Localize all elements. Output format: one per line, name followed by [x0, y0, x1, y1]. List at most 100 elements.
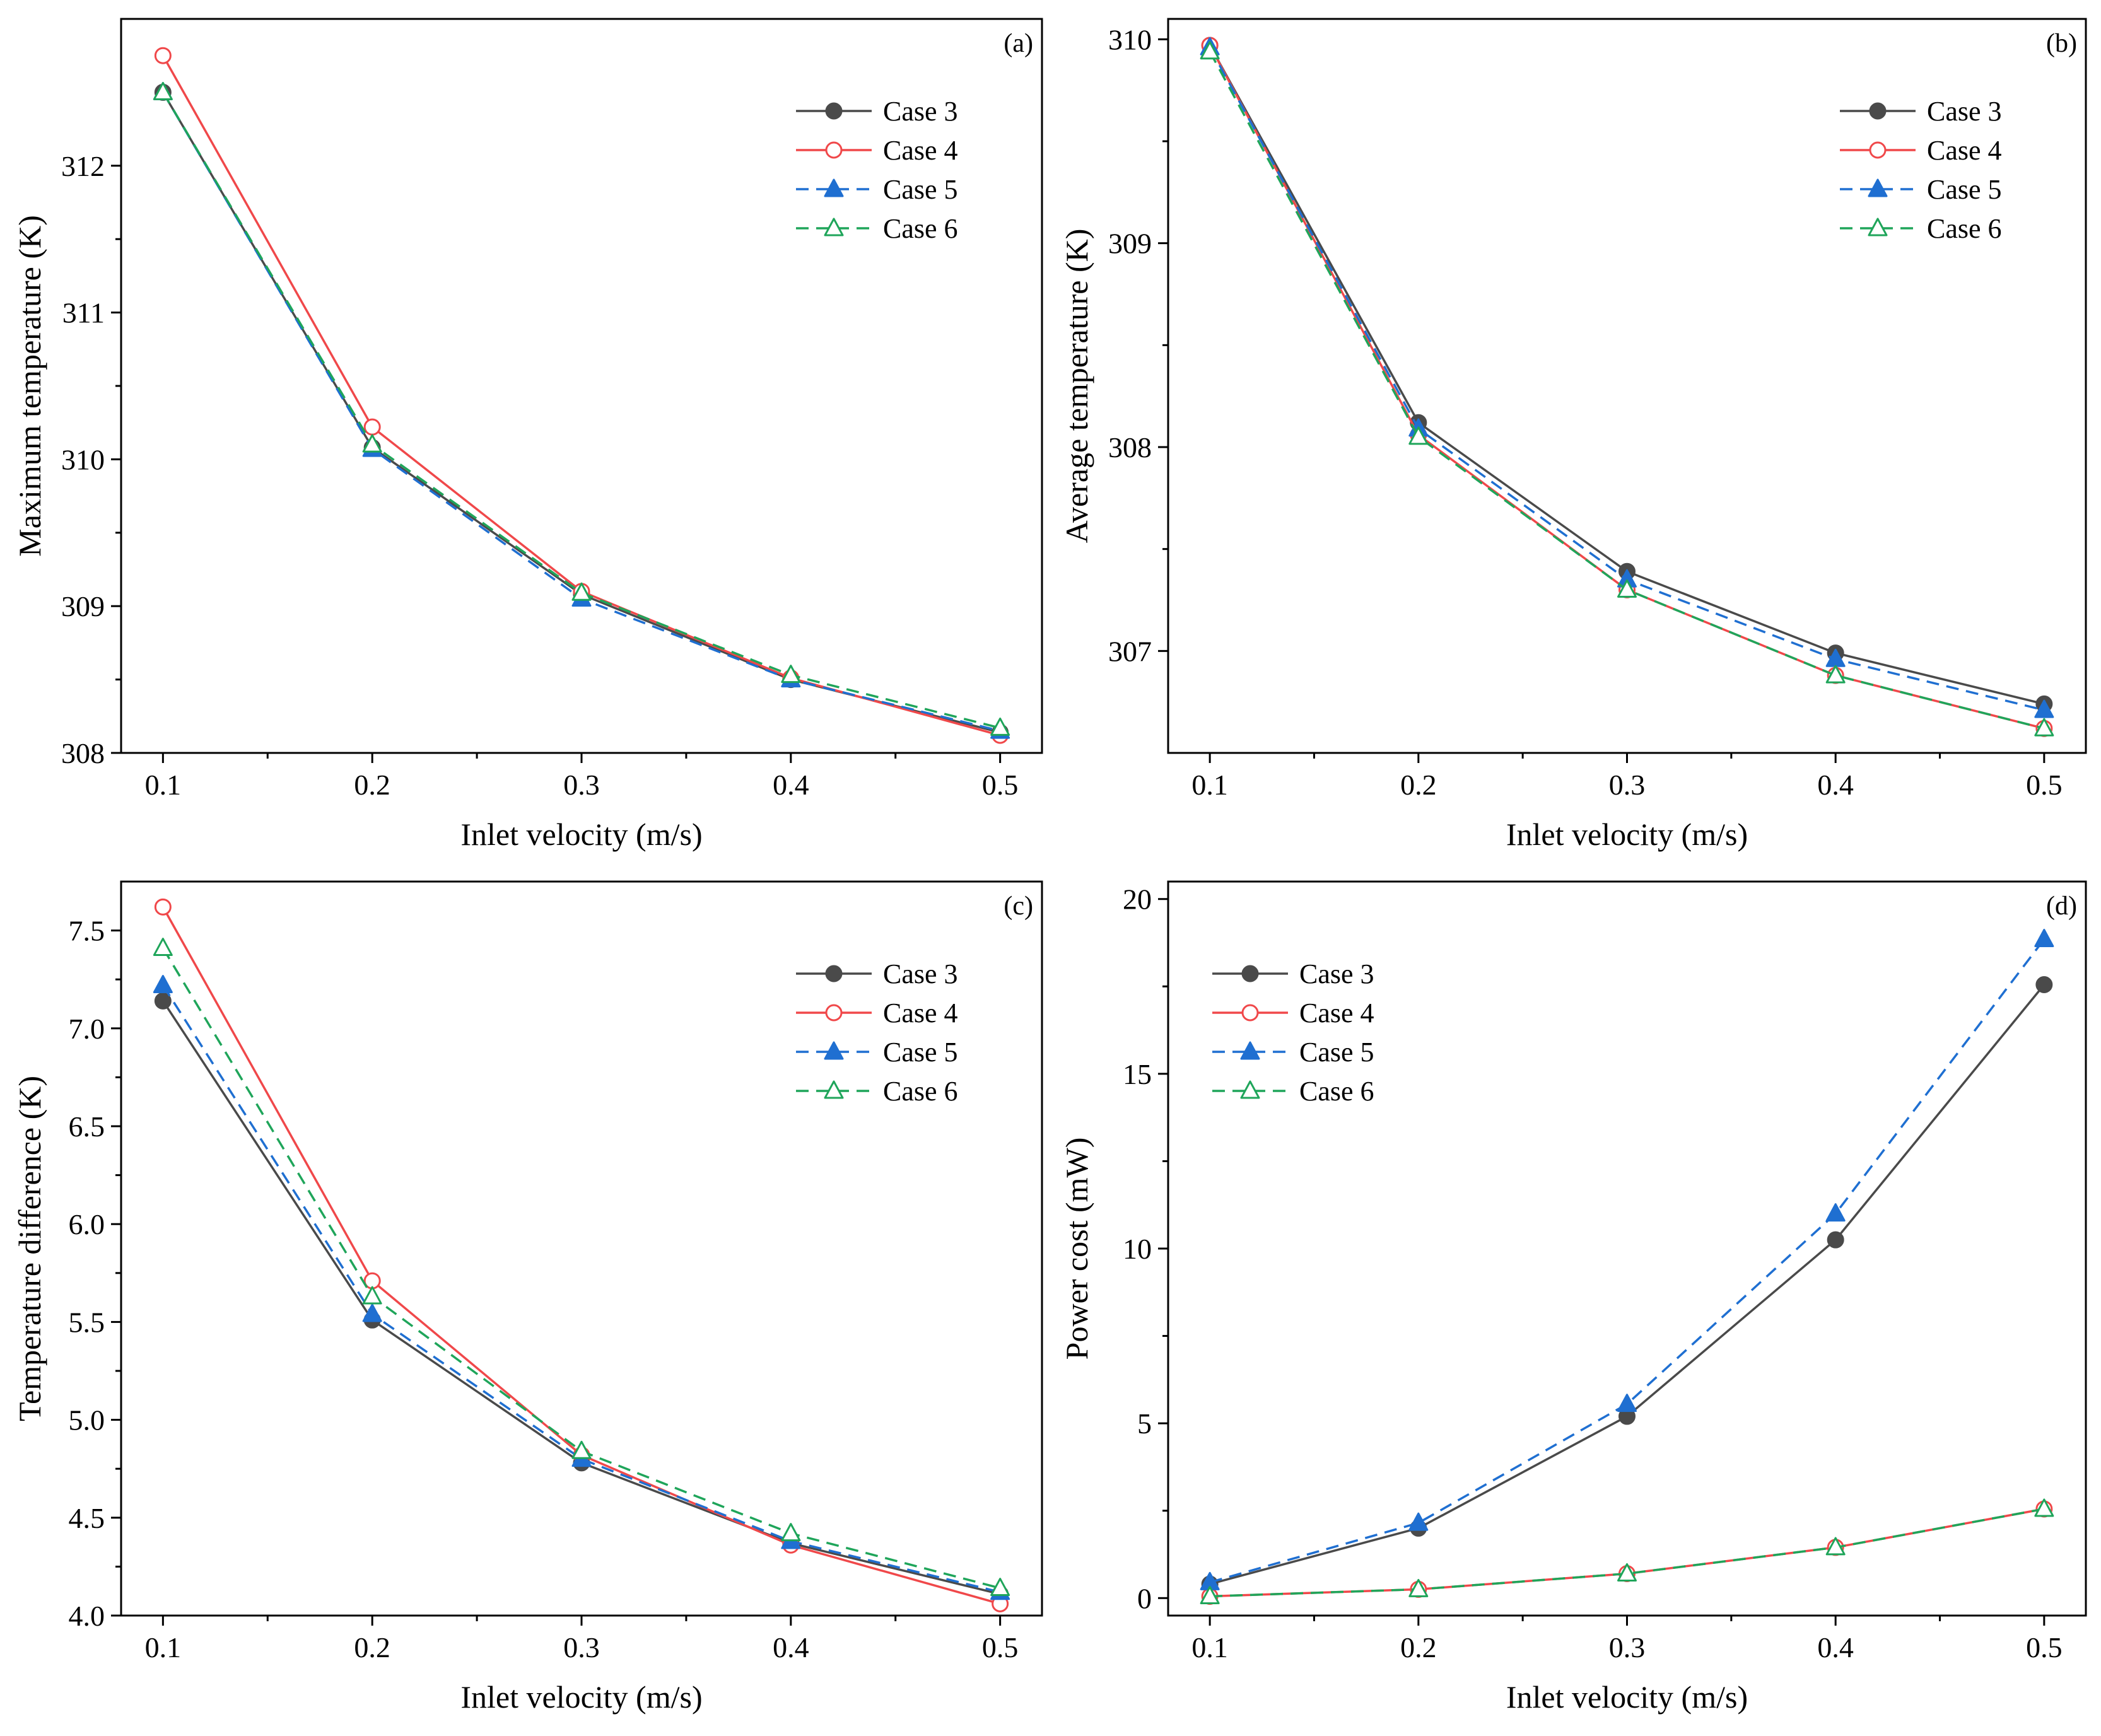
y-tick-label: 309	[61, 590, 105, 622]
data-point-case-5	[2034, 699, 2054, 718]
series-line-case-6	[161, 91, 1001, 730]
x-tick-label: 0.3	[1609, 1631, 1646, 1663]
series-line-case-3	[1209, 45, 2045, 706]
y-tick-label: 0	[1137, 1582, 1152, 1614]
y-tick-label: 15	[1123, 1058, 1152, 1090]
y-axis-title: Temperature difference (K)	[12, 1076, 47, 1421]
data-point-case-6	[362, 434, 382, 453]
panel-label: (b)	[2046, 29, 2077, 58]
y-tick-label: 4.5	[69, 1502, 105, 1534]
series-line-case-6	[1209, 50, 2045, 730]
y-tick-label: 6.5	[69, 1110, 105, 1143]
x-axis-title: Inlet velocity (m/s)	[1506, 817, 1748, 852]
legend-marker	[825, 141, 843, 159]
legend-marker	[1240, 1080, 1260, 1099]
data-point-case-3	[1827, 1231, 1844, 1249]
legend-label: Case 5	[883, 174, 958, 205]
y-tick-label: 311	[62, 297, 105, 329]
data-point-case-6	[153, 938, 173, 957]
x-tick-label: 0.1	[145, 1631, 182, 1663]
y-tick-label: 312	[61, 150, 105, 182]
legend-label: Case 3	[1927, 96, 2002, 127]
series-line-case-5	[1209, 47, 2045, 711]
x-tick-label: 0.5	[982, 1631, 1019, 1663]
y-tick-label: 309	[1108, 228, 1152, 260]
data-point-case-6	[781, 665, 801, 684]
chart-panel-b: 0.1 0.2 0.3 0.4 0.5 307 308 309 310 Inlet velocit…	[1059, 18, 2087, 852]
panel-label: (c)	[1004, 892, 1033, 921]
legend-label: Case 4	[883, 998, 958, 1028]
legend: Case 3 Case 4 Case 5 Case 6	[1840, 96, 2002, 244]
legend-marker	[825, 965, 843, 982]
data-point-case-6	[362, 1286, 382, 1305]
data-point-case-6	[1617, 579, 1637, 598]
panel-label: (d)	[2046, 892, 2077, 921]
series-line-case-6	[1210, 1508, 2045, 1598]
series-line-case-4	[161, 55, 1001, 737]
y-tick-label: 7.5	[69, 915, 105, 947]
plot-frame	[120, 18, 1043, 754]
y-axis-title: Maximum temperature (K)	[12, 215, 47, 556]
x-tick-label: 0.5	[2026, 1631, 2063, 1663]
y-axis-title: Average temperature (K)	[1059, 229, 1094, 544]
data-point-case-5	[1617, 1394, 1637, 1413]
legend-marker	[1241, 1004, 1259, 1022]
x-tick-label: 0.4	[1817, 1631, 1854, 1663]
data-point-case-4	[154, 898, 172, 916]
series-line-case-5	[1209, 938, 2045, 1583]
x-tick-label: 0.2	[354, 769, 390, 801]
data-point-case-5	[1408, 1512, 1429, 1531]
legend-label: Case 5	[883, 1037, 958, 1068]
data-point-case-6	[1825, 1537, 1846, 1556]
legend-label: Case 6	[883, 1076, 958, 1107]
chart-panel-d: 0.1 0.2 0.3 0.4 0.5 0 5 10 15 20 Inlet velocity (m…	[1059, 880, 2087, 1715]
data-point-case-6	[153, 81, 173, 100]
y-tick-label: 310	[61, 443, 105, 475]
y-axis-title: Power cost (mW)	[1059, 1138, 1094, 1360]
x-tick-label: 0.5	[982, 769, 1019, 801]
data-point-case-6	[571, 1440, 592, 1459]
legend-label: Case 6	[1927, 213, 2002, 244]
series-line-case-6	[161, 947, 1001, 1590]
data-point-case-6	[990, 717, 1010, 736]
x-tick-label: 0.3	[563, 769, 600, 801]
data-point-case-6	[1200, 1586, 1220, 1605]
series-line-case-5	[161, 91, 1001, 732]
data-point-case-6	[990, 1578, 1010, 1597]
legend-label: Case 6	[883, 213, 958, 244]
x-tick-label: 0.4	[773, 769, 809, 801]
plot-frame	[1167, 880, 2087, 1617]
x-tick-label: 0.2	[1400, 769, 1437, 801]
legend-label: Case 5	[1299, 1037, 1374, 1068]
legend-marker	[1869, 141, 1887, 159]
data-point-case-5	[2034, 928, 2054, 947]
legend: Case 3 Case 4 Case 5 Case 6	[796, 958, 958, 1107]
data-point-case-3	[2035, 976, 2053, 994]
legend-marker	[1241, 965, 1259, 982]
data-point-case-6	[1825, 665, 1846, 684]
series-line-case-3	[1209, 984, 2045, 1585]
series-line-case-4	[1210, 1508, 2045, 1598]
chart-panel-c: 0.1 0.2 0.3 0.4 0.5 4.0 4.5 5.0 5.5 6.0 6.5 7.0 7.5 I…	[12, 880, 1043, 1715]
y-tick-label: 5	[1137, 1407, 1152, 1440]
legend-marker	[824, 218, 844, 236]
legend-marker	[824, 1041, 844, 1060]
plot-frame	[1167, 18, 2087, 754]
y-tick-label: 6.0	[69, 1208, 105, 1240]
legend-marker	[1240, 1041, 1260, 1060]
legend-marker	[1868, 218, 1888, 236]
plot-frame	[120, 880, 1043, 1617]
x-tick-label: 0.1	[1191, 1631, 1228, 1663]
legend-label: Case 4	[1927, 135, 2002, 166]
data-point-case-3	[154, 992, 172, 1010]
legend-label: Case 3	[1299, 958, 1374, 989]
data-point-case-6	[1617, 1563, 1637, 1582]
legend-label: Case 3	[883, 958, 958, 989]
series-line-case-4	[161, 906, 1001, 1605]
x-axis-title: Inlet velocity (m/s)	[460, 817, 702, 852]
x-tick-label: 0.1	[1191, 769, 1228, 801]
data-point-case-5	[153, 975, 173, 994]
x-tick-label: 0.4	[1817, 769, 1854, 801]
data-point-case-4	[154, 47, 172, 64]
